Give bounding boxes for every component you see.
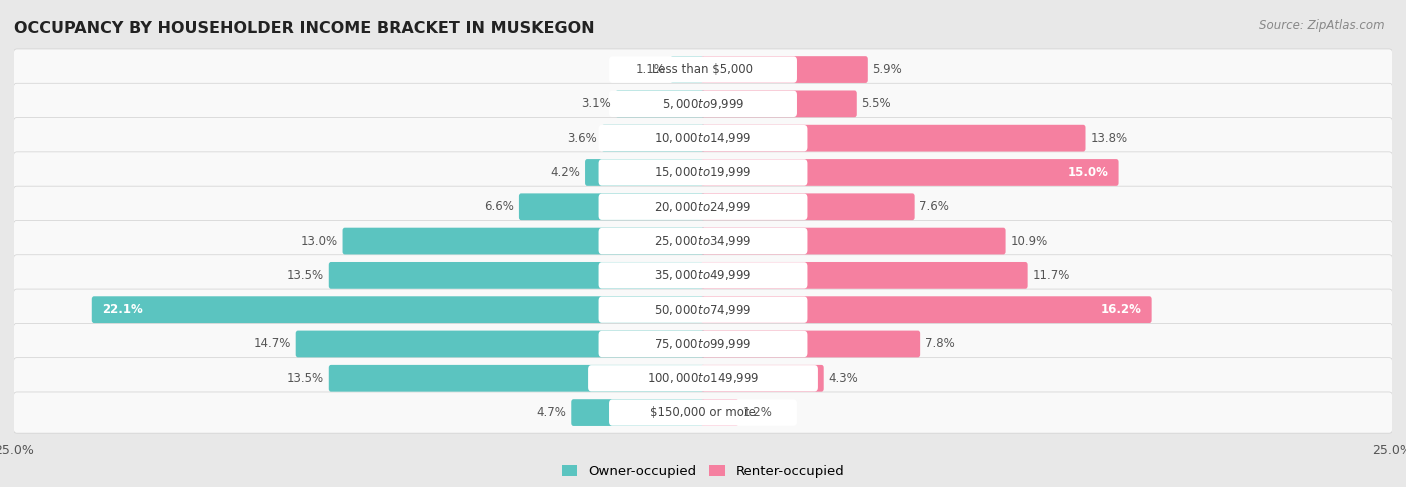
FancyBboxPatch shape (599, 331, 807, 357)
FancyBboxPatch shape (14, 221, 1392, 262)
Text: 5.5%: 5.5% (862, 97, 891, 111)
FancyBboxPatch shape (700, 262, 1028, 289)
FancyBboxPatch shape (599, 159, 807, 186)
FancyBboxPatch shape (700, 228, 1005, 254)
Text: $75,000 to $99,999: $75,000 to $99,999 (654, 337, 752, 351)
Text: 1.2%: 1.2% (742, 406, 773, 419)
FancyBboxPatch shape (14, 289, 1392, 330)
FancyBboxPatch shape (700, 331, 920, 357)
FancyBboxPatch shape (599, 228, 807, 254)
FancyBboxPatch shape (609, 91, 797, 117)
FancyBboxPatch shape (616, 91, 706, 117)
FancyBboxPatch shape (14, 152, 1392, 193)
Text: 13.5%: 13.5% (287, 372, 323, 385)
Text: $20,000 to $24,999: $20,000 to $24,999 (654, 200, 752, 214)
FancyBboxPatch shape (588, 365, 818, 392)
Text: 3.1%: 3.1% (581, 97, 610, 111)
Text: 13.0%: 13.0% (301, 235, 337, 247)
Text: 6.6%: 6.6% (484, 200, 515, 213)
Text: 15.0%: 15.0% (1067, 166, 1108, 179)
Text: $50,000 to $74,999: $50,000 to $74,999 (654, 302, 752, 317)
FancyBboxPatch shape (14, 49, 1392, 90)
Text: 5.9%: 5.9% (873, 63, 903, 76)
Text: 13.8%: 13.8% (1090, 131, 1128, 145)
FancyBboxPatch shape (295, 331, 706, 357)
FancyBboxPatch shape (14, 117, 1392, 159)
FancyBboxPatch shape (700, 365, 824, 392)
FancyBboxPatch shape (599, 194, 807, 220)
FancyBboxPatch shape (700, 56, 868, 83)
Text: $15,000 to $19,999: $15,000 to $19,999 (654, 166, 752, 180)
FancyBboxPatch shape (700, 125, 1085, 151)
FancyBboxPatch shape (14, 357, 1392, 399)
Text: 4.3%: 4.3% (828, 372, 858, 385)
Text: 4.7%: 4.7% (537, 406, 567, 419)
Text: 10.9%: 10.9% (1011, 235, 1047, 247)
FancyBboxPatch shape (14, 323, 1392, 365)
FancyBboxPatch shape (671, 56, 706, 83)
FancyBboxPatch shape (14, 83, 1392, 125)
FancyBboxPatch shape (14, 186, 1392, 227)
Text: 7.8%: 7.8% (925, 337, 955, 351)
FancyBboxPatch shape (700, 193, 915, 220)
FancyBboxPatch shape (700, 91, 856, 117)
FancyBboxPatch shape (609, 56, 797, 83)
FancyBboxPatch shape (585, 159, 706, 186)
Text: $5,000 to $9,999: $5,000 to $9,999 (662, 97, 744, 111)
FancyBboxPatch shape (599, 262, 807, 288)
FancyBboxPatch shape (343, 228, 706, 254)
Text: 11.7%: 11.7% (1032, 269, 1070, 282)
Text: OCCUPANCY BY HOUSEHOLDER INCOME BRACKET IN MUSKEGON: OCCUPANCY BY HOUSEHOLDER INCOME BRACKET … (14, 21, 595, 36)
Text: $10,000 to $14,999: $10,000 to $14,999 (654, 131, 752, 145)
Text: 22.1%: 22.1% (103, 303, 143, 316)
FancyBboxPatch shape (609, 399, 797, 426)
FancyBboxPatch shape (599, 297, 807, 323)
FancyBboxPatch shape (14, 392, 1392, 433)
Text: 7.6%: 7.6% (920, 200, 949, 213)
FancyBboxPatch shape (519, 193, 706, 220)
FancyBboxPatch shape (700, 159, 1119, 186)
Text: 3.6%: 3.6% (567, 131, 598, 145)
Text: $35,000 to $49,999: $35,000 to $49,999 (654, 268, 752, 282)
Text: 1.1%: 1.1% (636, 63, 666, 76)
Text: $150,000 or more: $150,000 or more (650, 406, 756, 419)
Text: 14.7%: 14.7% (253, 337, 291, 351)
Text: $25,000 to $34,999: $25,000 to $34,999 (654, 234, 752, 248)
FancyBboxPatch shape (599, 125, 807, 151)
FancyBboxPatch shape (91, 296, 706, 323)
Text: Source: ZipAtlas.com: Source: ZipAtlas.com (1260, 19, 1385, 33)
Text: 4.2%: 4.2% (551, 166, 581, 179)
FancyBboxPatch shape (329, 365, 706, 392)
Legend: Owner-occupied, Renter-occupied: Owner-occupied, Renter-occupied (557, 459, 849, 483)
FancyBboxPatch shape (700, 399, 738, 426)
Text: 13.5%: 13.5% (287, 269, 323, 282)
FancyBboxPatch shape (14, 255, 1392, 296)
FancyBboxPatch shape (602, 125, 706, 151)
Text: 16.2%: 16.2% (1101, 303, 1142, 316)
Text: Less than $5,000: Less than $5,000 (652, 63, 754, 76)
Text: $100,000 to $149,999: $100,000 to $149,999 (647, 371, 759, 385)
FancyBboxPatch shape (571, 399, 706, 426)
FancyBboxPatch shape (329, 262, 706, 289)
FancyBboxPatch shape (700, 296, 1152, 323)
